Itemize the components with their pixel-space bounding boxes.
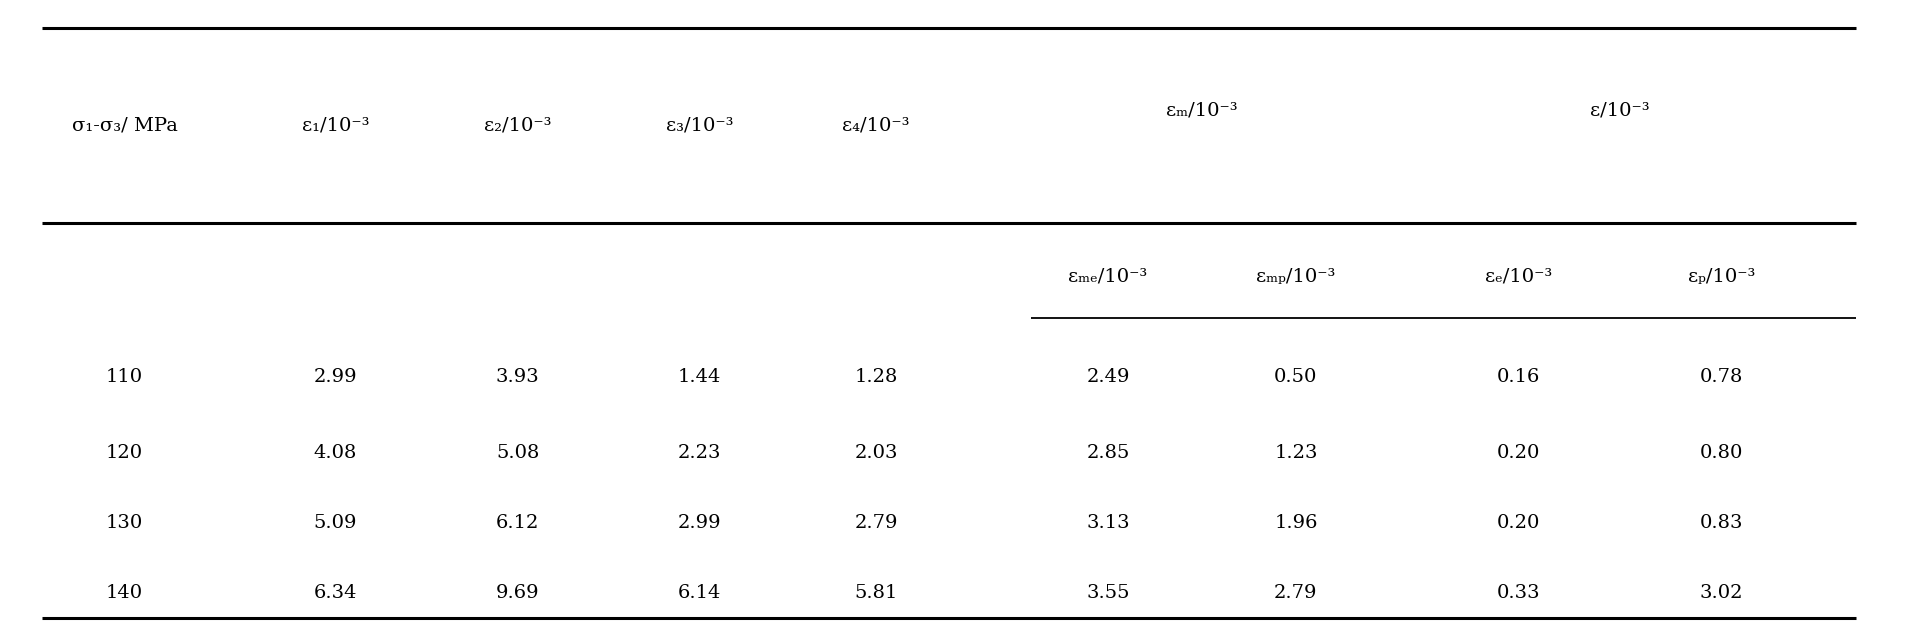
Text: ε₃/10⁻³: ε₃/10⁻³ bbox=[665, 117, 734, 135]
Text: 3.55: 3.55 bbox=[1087, 584, 1129, 601]
Text: 2.79: 2.79 bbox=[855, 515, 897, 532]
Text: 2.99: 2.99 bbox=[314, 369, 357, 386]
Text: 6.34: 6.34 bbox=[314, 584, 357, 601]
Text: 3.02: 3.02 bbox=[1700, 584, 1743, 601]
Text: ε⁣ₑ/10⁻³: ε⁣ₑ/10⁻³ bbox=[1484, 268, 1553, 286]
Text: ε⁣/10⁻³: ε⁣/10⁻³ bbox=[1589, 101, 1651, 119]
Text: 0.16: 0.16 bbox=[1497, 369, 1539, 386]
Text: 110: 110 bbox=[105, 369, 144, 386]
Text: 0.80: 0.80 bbox=[1700, 444, 1743, 462]
Text: 1.23: 1.23 bbox=[1275, 444, 1317, 462]
Text: εₘₚ/10⁻³: εₘₚ/10⁻³ bbox=[1256, 268, 1336, 286]
Text: 2.99: 2.99 bbox=[679, 515, 721, 532]
Text: 3.93: 3.93 bbox=[497, 369, 539, 386]
Text: 2.85: 2.85 bbox=[1087, 444, 1129, 462]
Text: ε₄/10⁻³: ε₄/10⁻³ bbox=[842, 117, 911, 135]
Text: εₘ/10⁻³: εₘ/10⁻³ bbox=[1166, 101, 1238, 119]
Text: 0.33: 0.33 bbox=[1497, 584, 1539, 601]
Text: 0.50: 0.50 bbox=[1275, 369, 1317, 386]
Text: 0.83: 0.83 bbox=[1700, 515, 1743, 532]
Text: 1.96: 1.96 bbox=[1275, 515, 1317, 532]
Text: 9.69: 9.69 bbox=[497, 584, 539, 601]
Text: 120: 120 bbox=[105, 444, 144, 462]
Text: 0.20: 0.20 bbox=[1497, 444, 1539, 462]
Text: 2.03: 2.03 bbox=[855, 444, 897, 462]
Text: 0.20: 0.20 bbox=[1497, 515, 1539, 532]
Text: ε⁣ₚ/10⁻³: ε⁣ₚ/10⁻³ bbox=[1687, 268, 1756, 286]
Text: σ₁-σ₃/ MPa: σ₁-σ₃/ MPa bbox=[71, 117, 178, 135]
Text: 1.44: 1.44 bbox=[679, 369, 721, 386]
Text: 6.14: 6.14 bbox=[679, 584, 721, 601]
Text: 5.81: 5.81 bbox=[855, 584, 897, 601]
Text: 6.12: 6.12 bbox=[497, 515, 539, 532]
Text: 1.28: 1.28 bbox=[855, 369, 897, 386]
Text: 2.49: 2.49 bbox=[1087, 369, 1129, 386]
Text: ε₂/10⁻³: ε₂/10⁻³ bbox=[483, 117, 552, 135]
Text: 130: 130 bbox=[105, 515, 144, 532]
Text: 3.13: 3.13 bbox=[1087, 515, 1129, 532]
Text: 5.09: 5.09 bbox=[314, 515, 357, 532]
Text: 0.78: 0.78 bbox=[1700, 369, 1743, 386]
Text: 2.79: 2.79 bbox=[1275, 584, 1317, 601]
Text: ε₁/10⁻³: ε₁/10⁻³ bbox=[301, 117, 370, 135]
Text: 2.23: 2.23 bbox=[679, 444, 721, 462]
Text: 140: 140 bbox=[105, 584, 144, 601]
Text: 4.08: 4.08 bbox=[314, 444, 357, 462]
Text: εₘₑ/10⁻³: εₘₑ/10⁻³ bbox=[1068, 268, 1148, 286]
Text: 5.08: 5.08 bbox=[497, 444, 539, 462]
